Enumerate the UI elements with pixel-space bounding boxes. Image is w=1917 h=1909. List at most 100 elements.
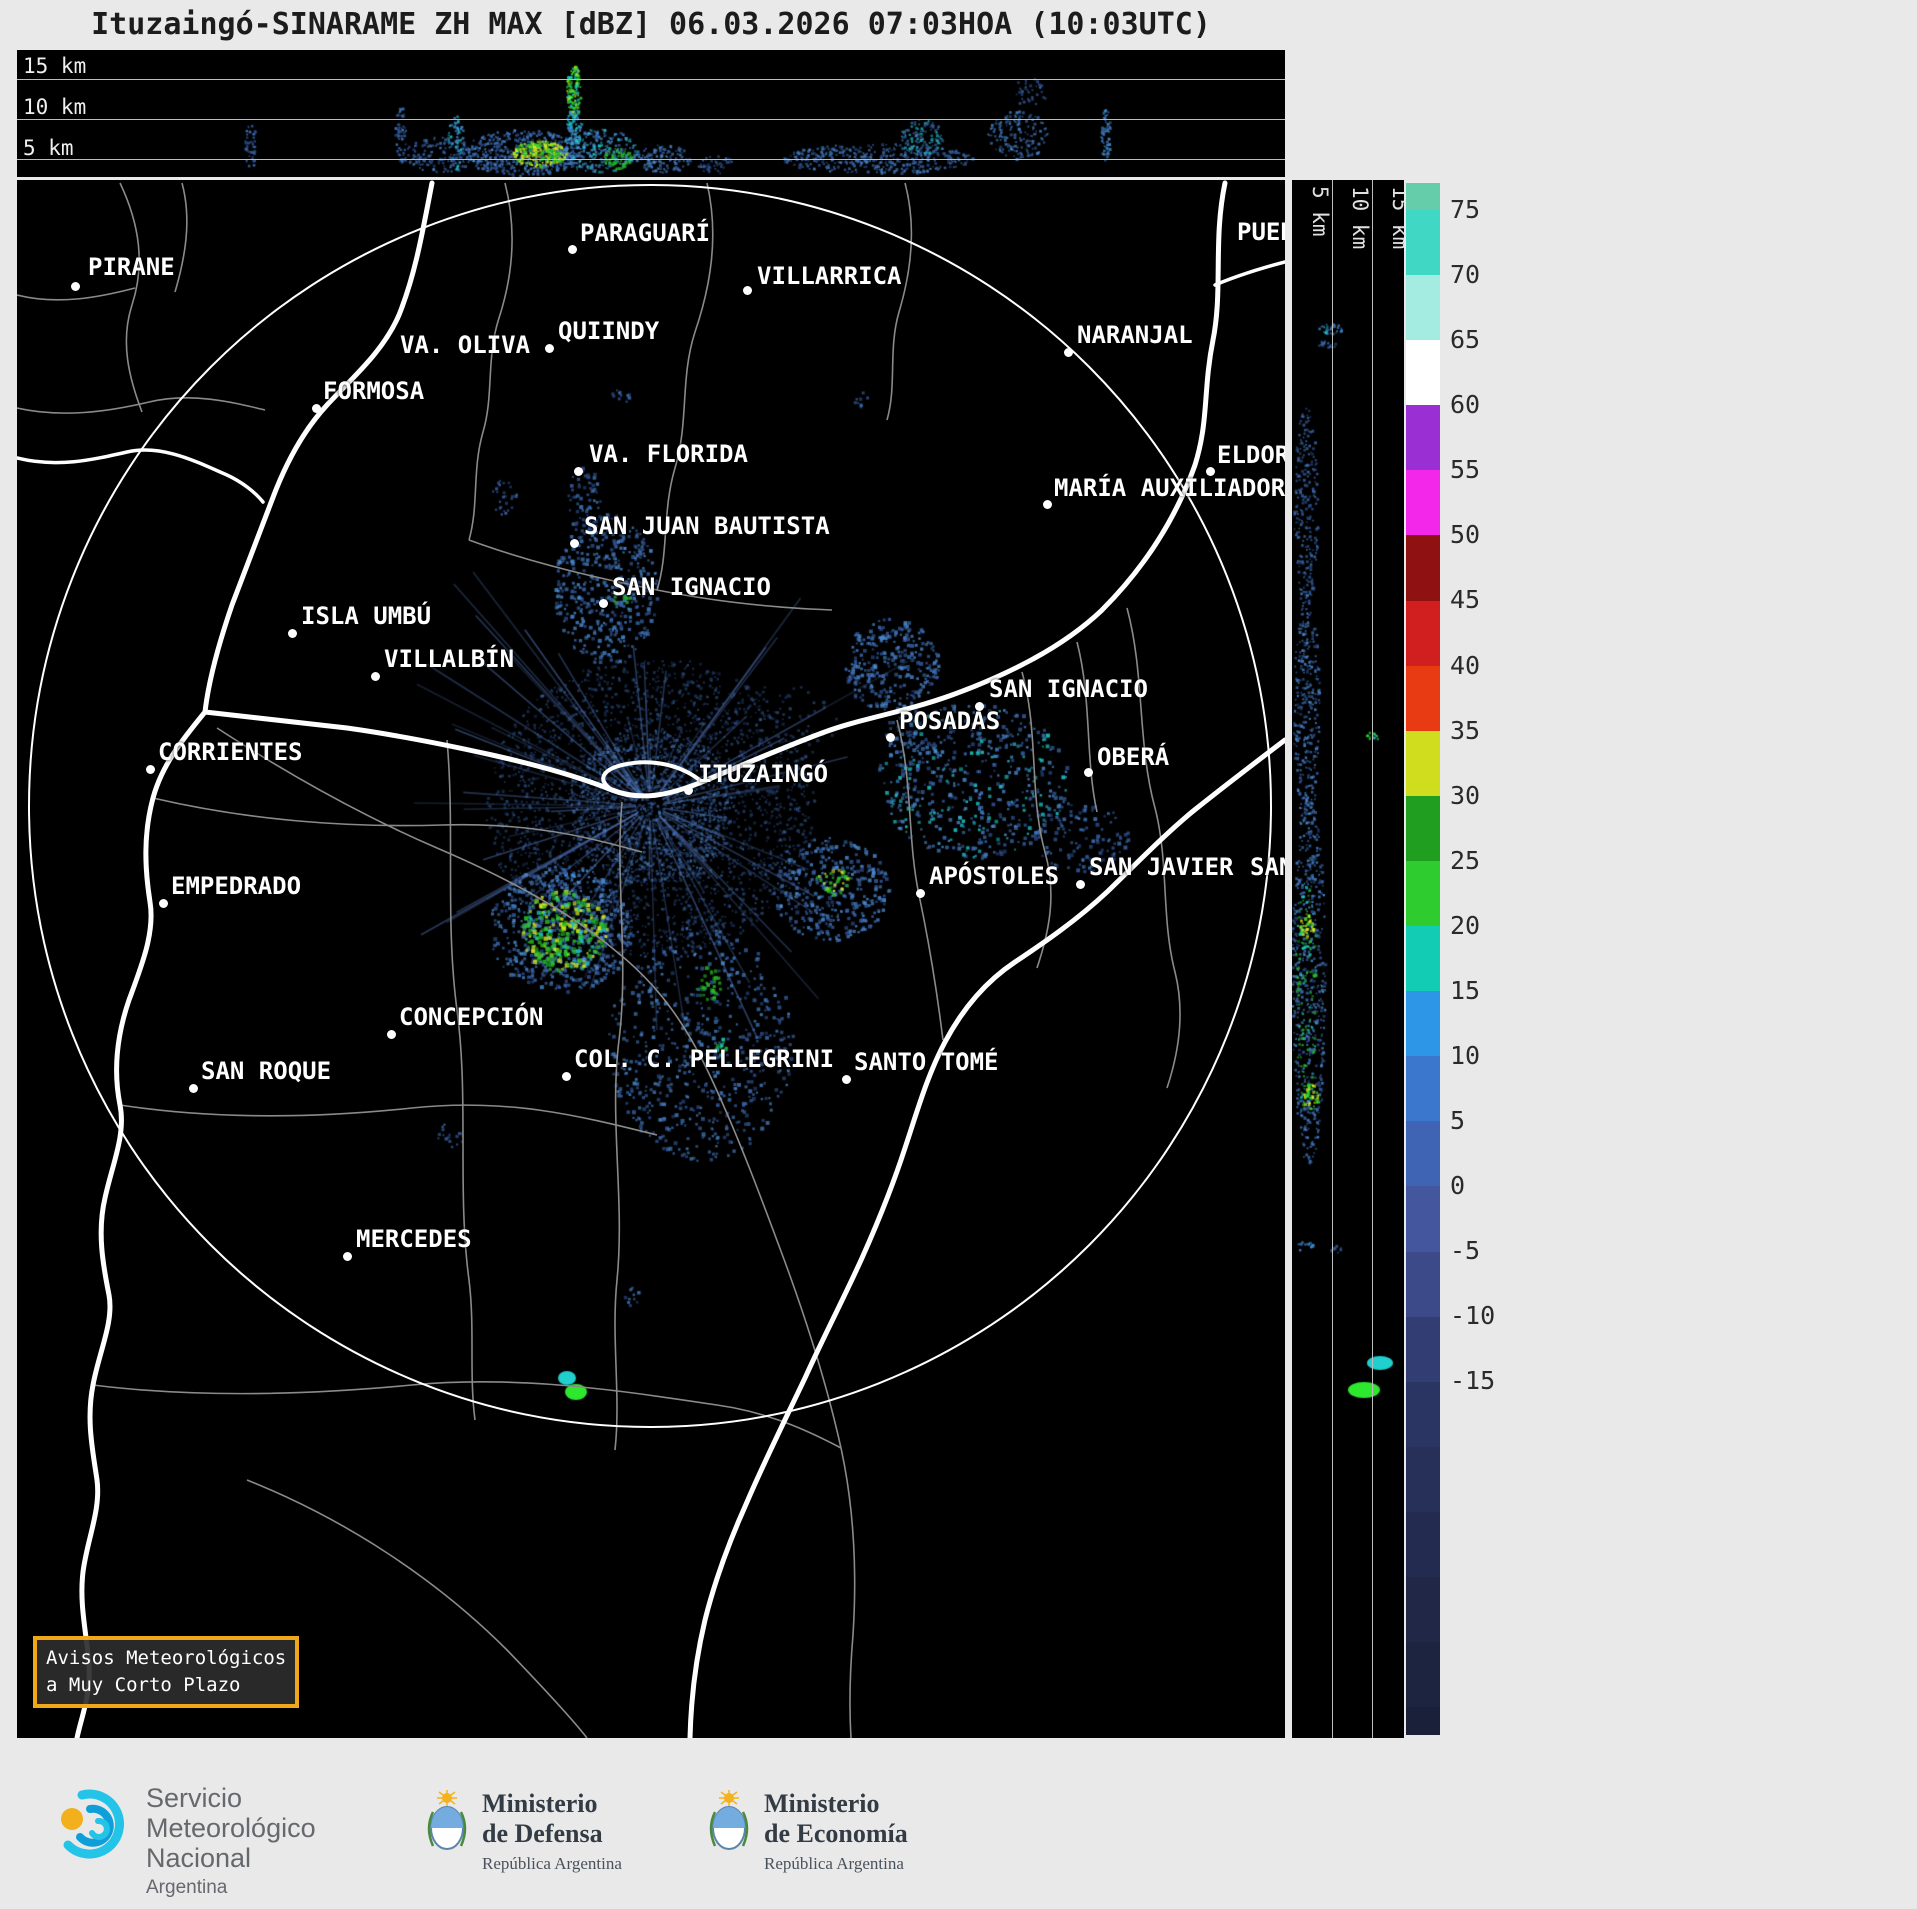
smn-name: Servicio Meteorológico Nacional Argentin… [146, 1783, 316, 1899]
city-dot [189, 1084, 198, 1093]
cross-section-right-echoes-canvas [1292, 180, 1404, 1738]
basemap [17, 180, 1285, 1738]
admin-boundary [886, 182, 913, 421]
footer: Servicio Meteorológico Nacional Argentin… [0, 1745, 1917, 1909]
city-label: COL. C. PELLEGRINI [574, 1045, 835, 1073]
city-label: MARÍA AUXILIADORA [1054, 474, 1285, 502]
city-label: SAN [1250, 853, 1285, 881]
city-dot [568, 245, 577, 254]
warning-line1: Avisos Meteorológicos [46, 1647, 287, 1669]
admin-boundary [246, 1479, 588, 1738]
dbz-colorbar-ticks: 75 70 65 60 55 50 45 40 35 30 25 20 15 10 5 0 -5 -10 -15 [1450, 183, 1530, 1735]
colorbar-tick-label: 40 [1450, 650, 1481, 680]
city-label: PIRANE [88, 253, 175, 281]
city-dot [842, 1075, 851, 1084]
altitude-gridline [1332, 180, 1333, 1738]
colorbar-band [1406, 860, 1440, 927]
colorbar-band [1406, 1186, 1440, 1252]
city-label: FORMOSA [323, 377, 425, 405]
city-dot [1043, 500, 1052, 509]
river-uruguay [687, 737, 1285, 1738]
city-label: OBERÁ [1097, 743, 1170, 771]
colorbar-band [1406, 1251, 1440, 1317]
city-dot [343, 1252, 352, 1261]
colorbar-tick-label: 65 [1450, 325, 1481, 355]
colorbar-tick-label: 45 [1450, 585, 1481, 615]
city-label: SAN IGNACIO [612, 573, 771, 601]
colorbar-tick-label: 70 [1450, 260, 1481, 290]
colorbar-band [1406, 1121, 1440, 1187]
ministry-economia: Ministerio de Economía República Argenti… [764, 1789, 908, 1874]
city-label: VA. OLIVA [400, 331, 531, 359]
colorbar-band [1406, 1446, 1440, 1512]
colorbar-tick-label: 5 [1450, 1106, 1466, 1136]
city-dot [684, 786, 693, 795]
colorbar-band [1406, 665, 1440, 731]
admin-boundary [17, 397, 266, 414]
river-bermejo [17, 448, 265, 504]
altitude-gridline [17, 159, 1285, 160]
city-dot [570, 539, 579, 548]
city-label: SAN JAVIER [1089, 853, 1234, 881]
admin-boundary [468, 182, 513, 541]
smn-logo-icon [61, 1789, 124, 1859]
colorbar-band [1406, 730, 1440, 796]
smn-name-line2: Meteorológico [146, 1813, 316, 1843]
city-label: VILLARRICA [757, 262, 902, 290]
altitude-gridline [17, 79, 1285, 80]
colorbar-tick-label: 10 [1450, 1041, 1481, 1071]
admin-boundary [152, 797, 643, 853]
city-dot [1076, 880, 1085, 889]
city-label: ELDORADO [1217, 441, 1285, 469]
colorbar-band [1406, 183, 1440, 210]
smn-name-country: Argentina [146, 1877, 228, 1898]
admin-boundary [656, 182, 714, 591]
colorbar-tick-label: 35 [1450, 715, 1481, 745]
city-label: PARAGUARÍ [580, 219, 711, 247]
ministry-defensa-line2: de Defensa [482, 1819, 603, 1848]
city-dot [562, 1072, 571, 1081]
admin-boundary [468, 539, 833, 611]
altitude-label: 5 km [23, 136, 74, 160]
colorbar-band [1406, 1056, 1440, 1122]
river-branch [1213, 260, 1285, 287]
city-label: SAN IGNACIO [989, 675, 1148, 703]
admin-boundary [174, 182, 188, 293]
city-label: VILLALBÍN [384, 645, 515, 673]
colorbar-tick-label: 60 [1450, 390, 1481, 420]
altitude-label: 5 km [1308, 186, 1332, 237]
city-label: APÓSTOLES [929, 862, 1060, 890]
city-label: CORRIENTES [158, 738, 303, 766]
city-dot [886, 733, 895, 742]
city-dot [1084, 768, 1093, 777]
colorbar-band [1406, 795, 1440, 861]
radar-map-panel: PIRANE PARAGUARÍ VILLARRICA QUIINDY VA. OLIV… [17, 180, 1285, 1738]
colorbar-tick-label: -5 [1450, 1236, 1481, 1266]
city-label: QUIINDY [558, 317, 660, 345]
city-dot [743, 286, 752, 295]
ministry-economia-sub: República Argentina [764, 1854, 904, 1873]
city-dot [1064, 348, 1073, 357]
city-dot [159, 899, 168, 908]
altitude-label: 15 km [23, 54, 87, 78]
warning-line2: a Muy Corto Plazo [46, 1674, 241, 1696]
radar-echoes-canvas [17, 180, 1285, 1738]
admin-boundary [216, 727, 856, 1738]
colorbar-band [1406, 926, 1440, 992]
colorbar-tick-label: 50 [1450, 520, 1481, 550]
colorbar-band [1406, 535, 1440, 601]
colorbar-tick-label: 15 [1450, 975, 1481, 1005]
admin-boundary [1021, 671, 1052, 969]
city-label: EMPEDRADO [171, 872, 302, 900]
colorbar-tick-label: 20 [1450, 910, 1481, 940]
city-dot [916, 889, 925, 898]
colorbar-tick-label: -15 [1450, 1366, 1496, 1396]
colorbar-band [1406, 470, 1440, 536]
admin-boundary [446, 739, 476, 1421]
range-ring [28, 184, 1272, 1428]
altitude-label: 10 km [23, 95, 87, 119]
admin-boundary [119, 1104, 658, 1136]
admin-boundary [1076, 641, 1098, 813]
dbz-colorbar [1406, 183, 1440, 1735]
